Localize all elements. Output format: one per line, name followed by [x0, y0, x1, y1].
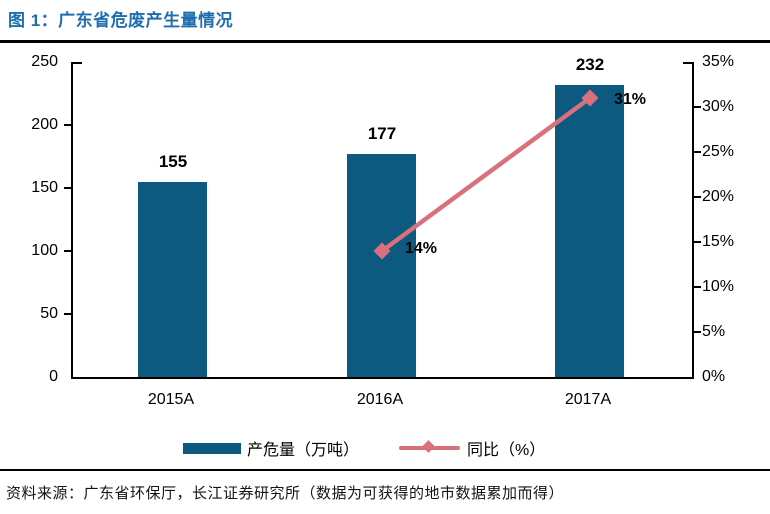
- bar-value-label: 232: [575, 54, 605, 74]
- right-axis-tick-label: 0%: [702, 368, 726, 385]
- right-axis-tick-label: 35%: [702, 53, 735, 70]
- left-axis-tick-label: 150: [31, 179, 58, 196]
- right-axis-tick: [692, 106, 701, 108]
- bar-2015a: [138, 181, 207, 377]
- legend-bar-label: 产危量（万吨）: [247, 442, 360, 459]
- right-axis-tick-label: 10%: [702, 278, 735, 295]
- right-axis-tick: [692, 241, 701, 243]
- x-axis-label-2017a: 2017A: [564, 391, 612, 408]
- bar-value-label: 155: [158, 151, 188, 171]
- bar-value-label: 177: [367, 124, 397, 143]
- right-axis-tick-label: 25%: [702, 143, 735, 160]
- source-divider: [0, 469, 770, 471]
- right-axis-tick-label: 20%: [702, 188, 735, 205]
- right-axis-top-tick: [683, 62, 692, 64]
- left-axis-tick-label: 200: [31, 116, 58, 133]
- legend: 产危量（万吨） 同比（%）: [183, 437, 545, 459]
- title-divider: [0, 40, 770, 43]
- source-note: 资料来源：广东省环保厅，长江证券研究所（数据为可获得的地市数据累加而得）: [6, 485, 565, 502]
- figure-title: 图 1：广东省危废产生量情况: [8, 11, 234, 30]
- left-axis-top-tick: [73, 62, 82, 64]
- left-axis-tick-label: 100: [31, 242, 58, 259]
- legend-diamond-icon: [422, 440, 435, 453]
- yoy-line: [373, 89, 599, 260]
- legend-bar-swatch: [183, 442, 241, 454]
- line-point-label: 31%: [614, 91, 647, 108]
- legend-line-label: 同比（%）: [467, 442, 546, 459]
- plot-area: 155 177 232 14% 31%: [64, 55, 701, 379]
- right-axis-tick: [692, 151, 701, 153]
- right-axis-tick: [692, 196, 701, 198]
- left-axis-tick-label: 250: [31, 53, 58, 70]
- left-axis-tick-label: 0: [49, 368, 58, 385]
- bar-2017a: [555, 84, 624, 377]
- left-axis-tick: [64, 313, 73, 315]
- right-axis-tick-label: 5%: [702, 323, 726, 340]
- right-axis-tick: [692, 331, 701, 333]
- line-point-label: 14%: [405, 240, 438, 257]
- right-axis-tick-label: 30%: [702, 98, 735, 115]
- right-axis-tick: [692, 286, 701, 288]
- legend-line-swatch: [399, 440, 461, 453]
- left-axis-tick: [64, 250, 73, 252]
- left-axis-tick-label: 50: [40, 305, 58, 322]
- left-axis-tick: [64, 187, 73, 189]
- bar-2016a: [347, 154, 416, 377]
- x-axis-label-2015a: 2015A: [147, 391, 195, 408]
- x-axis-label-2016a: 2016A: [356, 391, 404, 408]
- left-axis-tick: [64, 124, 73, 126]
- right-axis-tick-label: 15%: [702, 233, 735, 250]
